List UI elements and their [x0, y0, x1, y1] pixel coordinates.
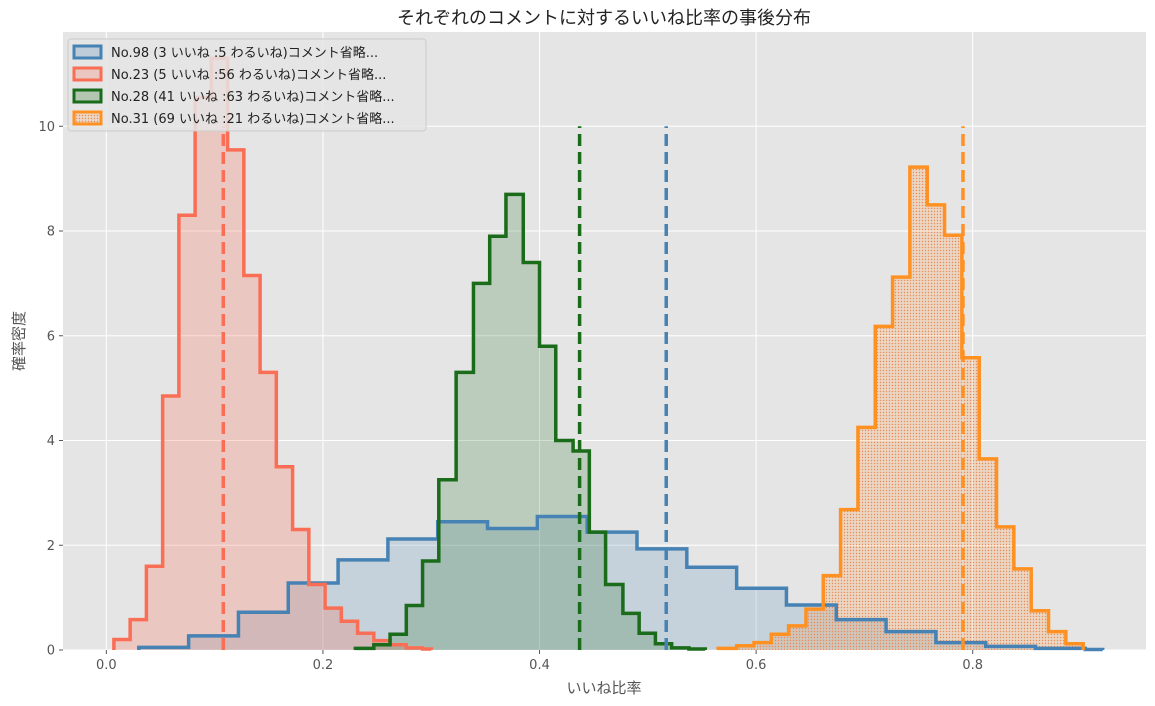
y-tick-label: 4 [47, 434, 55, 449]
histogram-fill-series-2 [113, 58, 432, 650]
histogram-outline-series-1 [137, 514, 1105, 652]
legend-label: No.31 (69 いいね :21 わるいね)コメント省略... [111, 111, 395, 127]
chart-title: それぞれのコメントに対するいいね比率の事後分布 [397, 8, 811, 29]
x-axis-label: いいね比率 [566, 679, 641, 697]
y-axis-ticks: 0 2 4 6 8 10 [38, 120, 63, 659]
legend-swatch [72, 110, 103, 126]
x-tick-label: 0.4 [529, 658, 550, 673]
legend-box [67, 38, 427, 132]
histogram-fill-series-4 [718, 167, 1084, 650]
y-tick-label: 0 [47, 644, 55, 659]
legend-swatch [72, 66, 103, 82]
mean-lines [221, 126, 965, 650]
x-tick-label: 0.0 [96, 658, 117, 673]
y-tick-label: 8 [47, 225, 55, 240]
legend-label: No.23 (5 いいね :56 わるいね)コメント省略... [111, 67, 386, 83]
legend: No.98 (3 いいね :5 わるいね)コメント省略... No.23 (5 い… [67, 38, 427, 132]
x-tick-label: 0.6 [746, 658, 767, 673]
y-tick-label: 10 [38, 120, 55, 135]
histogram-fill-series-3 [355, 194, 706, 651]
x-tick-label: 0.8 [962, 658, 983, 673]
histogram-outlines [112, 56, 1105, 652]
x-tick-label: 0.2 [313, 658, 334, 673]
legend-label: No.98 (3 いいね :5 わるいね)コメント省略... [111, 45, 378, 61]
x-axis-ticks: 0.0 0.2 0.4 0.6 0.8 [96, 650, 983, 673]
y-tick-label: 6 [47, 329, 55, 344]
histogram-outline-series-4 [716, 165, 1085, 651]
legend-label: No.28 (41 いいね :63 わるいね)コメント省略... [111, 89, 395, 105]
y-axis-label: 確率密度 [10, 311, 28, 371]
legend-swatch [72, 88, 103, 104]
legend-swatch [72, 44, 103, 60]
y-tick-label: 2 [47, 539, 55, 554]
histogram-outline-series-3 [353, 192, 707, 651]
